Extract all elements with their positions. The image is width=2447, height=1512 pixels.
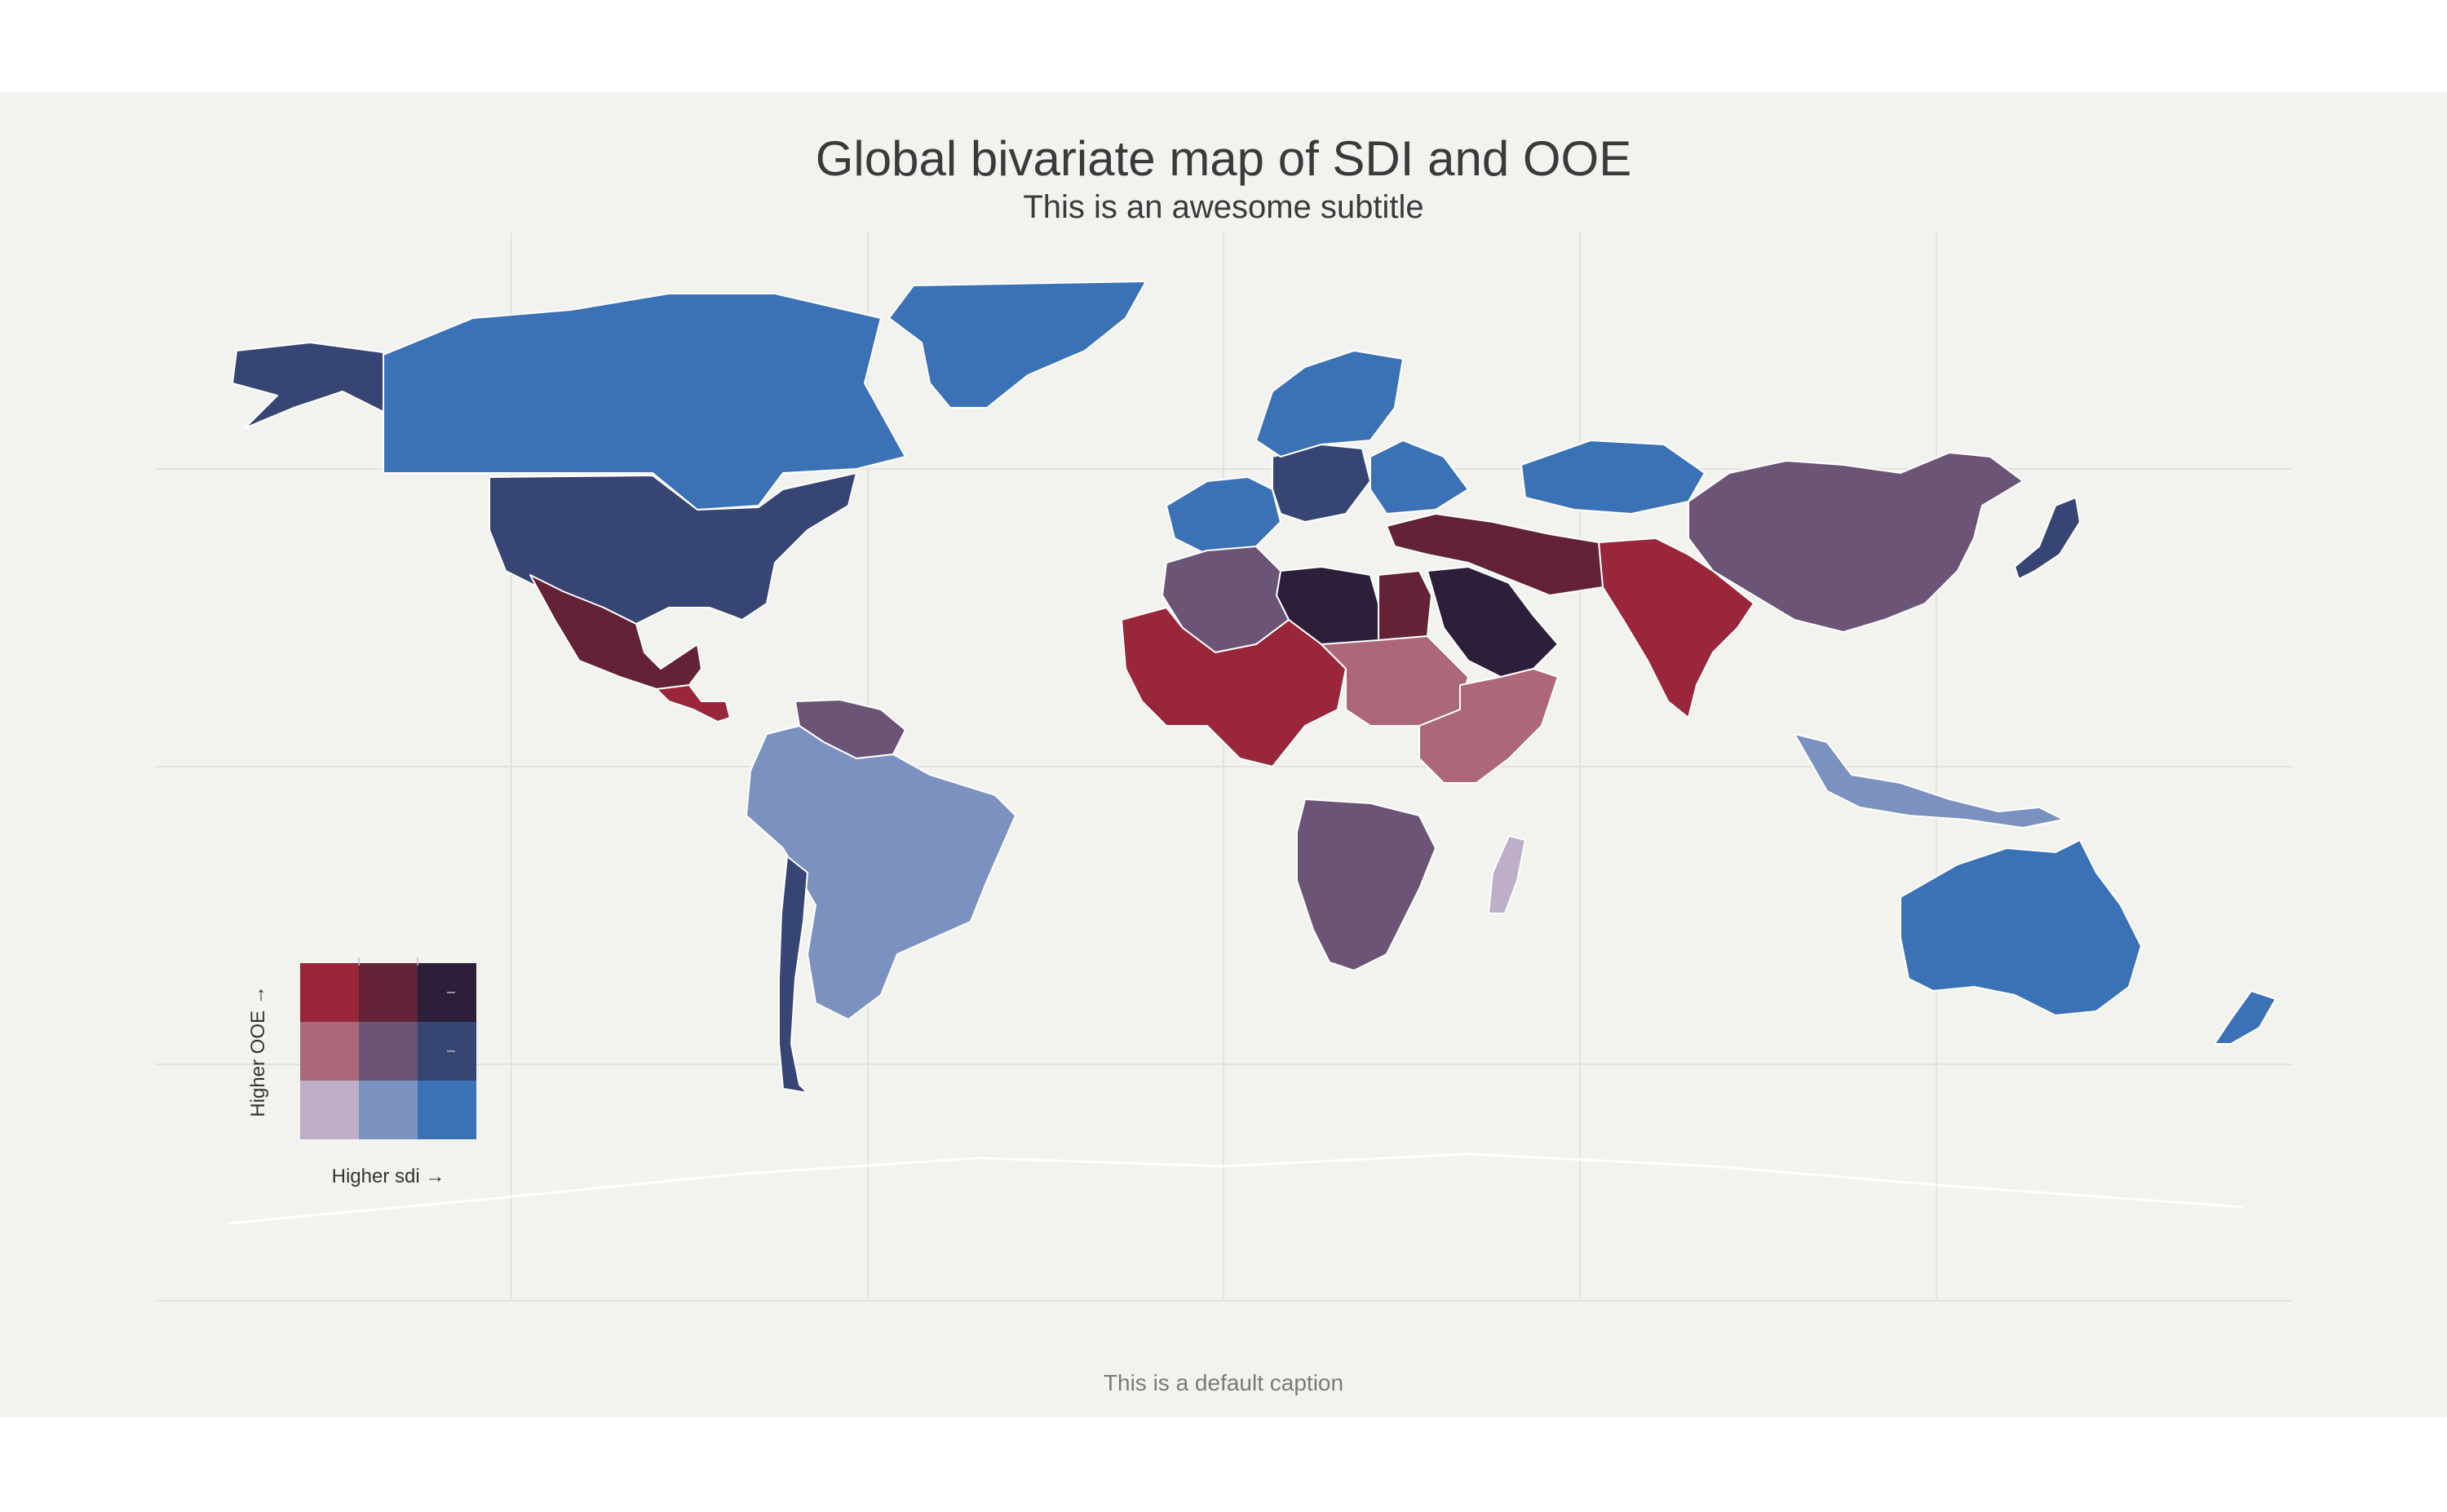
- map-subtitle: This is an awesome subtitle: [1023, 189, 1424, 225]
- legend-cell: [300, 1081, 359, 1139]
- region-greenland[interactable]: [888, 281, 1147, 409]
- region-madagascar[interactable]: [1488, 835, 1526, 914]
- map-title: Global bivariate map of SDI and OOE: [815, 131, 1632, 186]
- region-iran[interactable]: [1386, 513, 1604, 596]
- region-egypt[interactable]: [1378, 570, 1432, 641]
- region-china[interactable]: [1688, 452, 2024, 633]
- region-antarctica[interactable]: [228, 1152, 2244, 1225]
- legend: [300, 963, 476, 1139]
- legend-cell: [359, 963, 418, 1022]
- legend-x-label: Higher sdi →: [332, 1165, 445, 1187]
- region-alaska[interactable]: [232, 342, 384, 429]
- legend-cell: [359, 1081, 418, 1139]
- region-canada[interactable]: [383, 293, 906, 511]
- legend-cell: [418, 1081, 476, 1139]
- region-russia[interactable]: [1370, 440, 1469, 515]
- region-indonesia[interactable]: [1794, 733, 2064, 829]
- legend-y-label: Higher OOE →: [247, 985, 269, 1116]
- region-new-zealand[interactable]: [2214, 990, 2277, 1045]
- legend-cell: [359, 1022, 418, 1081]
- legend-ticks: [358, 957, 455, 1052]
- region-mexico[interactable]: [529, 574, 702, 690]
- region-central-america[interactable]: [656, 684, 731, 723]
- region-saudi-arabia[interactable]: [1427, 566, 1559, 678]
- region-india[interactable]: [1598, 537, 1754, 718]
- region-southern-africa[interactable]: [1296, 798, 1436, 971]
- region-chile[interactable]: [778, 855, 808, 1094]
- region-central-europe[interactable]: [1272, 444, 1371, 523]
- region-kazakhstan[interactable]: [1520, 440, 1706, 515]
- region-australia[interactable]: [1900, 839, 2142, 1016]
- region-west-africa[interactable]: [1121, 607, 1347, 767]
- legend-cell: [300, 1022, 359, 1081]
- region-western-europe[interactable]: [1166, 476, 1281, 555]
- map-caption: This is a default caption: [1103, 1370, 1344, 1395]
- legend-cell: [300, 963, 359, 1022]
- region-scandinavia[interactable]: [1255, 350, 1404, 458]
- region-east-africa[interactable]: [1418, 668, 1559, 784]
- region-japan[interactable]: [2014, 497, 2081, 580]
